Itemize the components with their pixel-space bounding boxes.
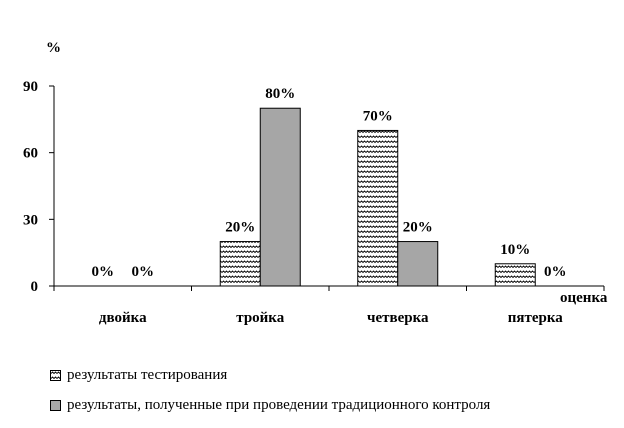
y-axis-label: % xyxy=(46,40,61,56)
legend-swatch-testing xyxy=(50,369,61,381)
category-label: пятерка xyxy=(508,310,564,326)
data-label: 0% xyxy=(132,264,155,280)
category-label: тройка xyxy=(236,310,284,326)
category-label: двойка xyxy=(99,310,147,326)
y-tick-label: 0 xyxy=(31,279,39,295)
x-axis-label: оценка xyxy=(560,290,608,306)
data-label: 20% xyxy=(225,220,255,236)
y-tick-label: 30 xyxy=(23,212,38,228)
data-label: 10% xyxy=(500,242,530,258)
x-axis xyxy=(53,285,605,291)
y-tick-label: 60 xyxy=(23,146,38,162)
data-labels: 0% 0% 20% 80% 70% 20% 10% 0% xyxy=(92,86,567,280)
data-label: 70% xyxy=(363,108,393,124)
data-label: 0% xyxy=(544,264,567,280)
bar-testing xyxy=(494,263,536,287)
legend-swatch-traditional xyxy=(50,399,61,411)
legend-label-testing: результаты тестирования xyxy=(67,366,228,383)
bar-testing xyxy=(219,241,261,287)
category-labels: двойка тройка четверка пятерка xyxy=(99,310,563,326)
legend-item-traditional: результаты, полученные при проведении тр… xyxy=(50,394,490,416)
y-tick-label: 90 xyxy=(23,79,38,95)
data-label: 0% xyxy=(92,264,115,280)
data-label: 20% xyxy=(403,220,433,236)
legend-item-testing: результаты тестирования xyxy=(50,364,490,386)
bar-traditional xyxy=(259,107,301,287)
legend-label-traditional: результаты, полученные при проведении тр… xyxy=(67,396,491,413)
legend: результаты тестирования результаты, полу… xyxy=(50,364,490,424)
bar-traditional xyxy=(397,241,439,287)
y-axis: 0 30 60 90 xyxy=(23,79,55,295)
category-label: четверка xyxy=(367,310,429,326)
data-label: 80% xyxy=(265,86,295,102)
bars xyxy=(219,107,536,287)
bar-testing xyxy=(357,129,399,287)
bar-chart: % 0 30 60 90 0% 0% 20% 80% 70% 20% 10% 0% двойка тр… xyxy=(23,40,608,326)
